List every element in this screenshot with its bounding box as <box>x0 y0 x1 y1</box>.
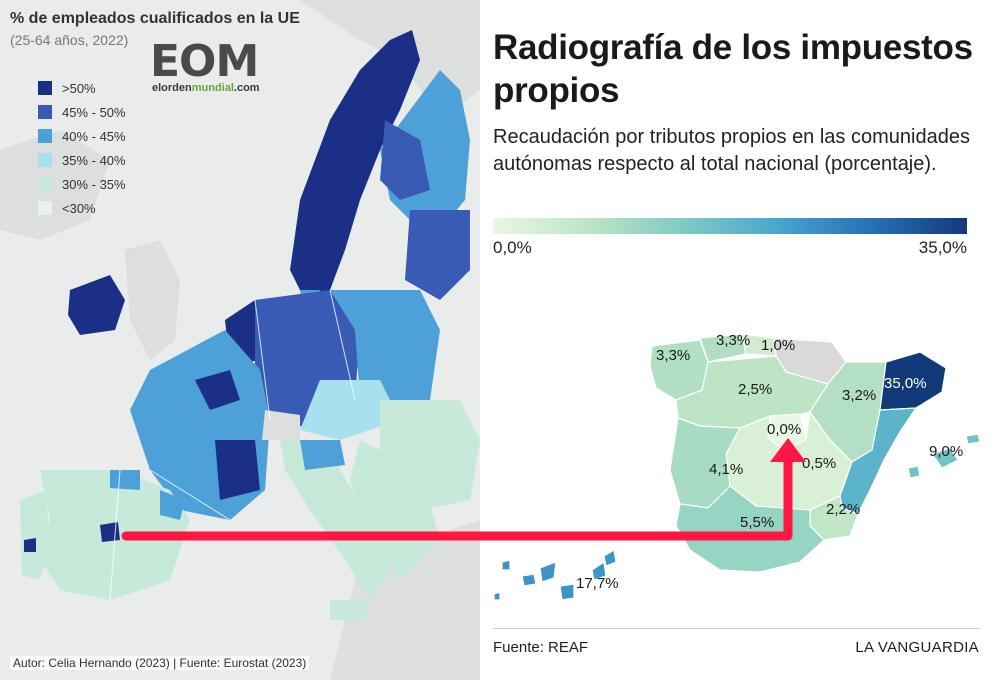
legend-swatch <box>38 201 52 215</box>
eu-map-panel: % de empleados cualificados en la UE (25… <box>0 0 480 680</box>
color-scale-bar <box>493 218 967 234</box>
region-canary-6 <box>603 549 617 567</box>
legend-item: 45% - 50% <box>38 100 126 124</box>
eom-logo-text: EOM <box>150 36 259 87</box>
region-czech-austria <box>300 380 400 440</box>
page-subtitle: Recaudación por tributos propios en las … <box>493 126 970 175</box>
label-madrid: 0,0% <box>767 421 801 438</box>
label-castilla-leon: 2,5% <box>738 381 772 398</box>
footer-divider <box>493 628 980 629</box>
label-castilla-mancha: 0,5% <box>802 455 836 472</box>
label-canarias: 17,7% <box>576 575 619 592</box>
legend-item: 40% - 45% <box>38 124 126 148</box>
legend-swatch <box>38 105 52 119</box>
scale-max-label: 35,0% <box>918 238 967 257</box>
eu-choropleth-map <box>0 0 480 680</box>
legend-label: <30% <box>62 200 96 216</box>
legend-swatch <box>38 153 52 167</box>
region-ireland <box>68 275 125 335</box>
region-canary-4 <box>559 583 575 601</box>
region-sicily <box>330 600 370 620</box>
legend-label: >50% <box>62 80 96 96</box>
region-canary-5 <box>591 560 607 581</box>
scale-min-label: 0,0% <box>493 238 532 257</box>
brand-label: LA VANGUARDIA <box>855 639 979 656</box>
region-paris <box>195 370 240 410</box>
legend-swatch <box>38 177 52 191</box>
eu-map-credit: Autor: Celia Hernando (2023) | Fuente: E… <box>10 656 310 670</box>
legend-label: 45% - 50% <box>62 104 126 120</box>
spain-choropleth-map: 3,3% 3,3% 1,0% 2,5% 3,2% 35,0% 0,0% 0,5%… <box>493 332 981 601</box>
legend-item: 30% - 35% <box>38 172 126 196</box>
label-extremadura: 4,1% <box>709 461 743 478</box>
region-menorca <box>965 433 981 445</box>
page-title: Radiografía de los impuestos propios <box>493 28 973 110</box>
region-uk-bg <box>125 240 180 360</box>
region-sweden-south <box>380 120 430 200</box>
region-canary-1 <box>501 559 511 571</box>
eu-map-subtitle: (25-64 años, 2022) <box>10 32 129 48</box>
label-asturias: 3,3% <box>716 332 750 349</box>
spain-map-panel: Radiografía de los impuestos propios Rec… <box>480 0 1000 680</box>
label-galicia: 3,3% <box>656 347 690 364</box>
region-lyon <box>215 440 260 500</box>
legend-item: >50% <box>38 76 126 100</box>
region-madrid <box>100 522 120 542</box>
region-portugal <box>20 490 50 580</box>
region-switzerland <box>262 410 300 440</box>
legend-label: 35% - 40% <box>62 152 126 168</box>
region-baltics <box>405 210 470 300</box>
label-catalonia: 35,0% <box>884 375 927 392</box>
region-canary-3 <box>539 561 557 583</box>
legend-item: <30% <box>38 196 126 220</box>
eu-map-title: % de empleados cualificados en la UE <box>10 10 300 27</box>
label-murcia: 2,2% <box>826 501 860 518</box>
legend-label: 40% - 45% <box>62 128 126 144</box>
label-aragon: 3,2% <box>842 387 876 404</box>
region-canary-2 <box>521 573 537 587</box>
label-baleares: 9,0% <box>929 443 963 460</box>
label-cantabria: 1,0% <box>761 337 795 354</box>
region-canary-7 <box>493 591 501 601</box>
eom-logo-url: elordenmundial.com <box>152 82 260 94</box>
label-andalusia: 5,5% <box>740 514 774 531</box>
region-mallorca <box>931 447 959 469</box>
region-basque <box>110 470 140 490</box>
eom-logo: EOM elordenmundial.com <box>150 38 276 102</box>
region-lisbon <box>24 538 36 552</box>
region-poland <box>330 290 440 400</box>
legend-label: 30% - 35% <box>62 176 126 192</box>
legend-item: 35% - 40% <box>38 148 126 172</box>
region-north-italy <box>300 440 345 470</box>
legend-swatch <box>38 81 52 95</box>
region-ibiza <box>907 465 921 479</box>
source-note: Fuente: REAF <box>493 639 589 656</box>
region-norway <box>290 30 420 300</box>
legend-swatch <box>38 129 52 143</box>
eu-map-legend: >50% 45% - 50% 40% - 45% 35% - 40% 30% -… <box>38 76 126 220</box>
